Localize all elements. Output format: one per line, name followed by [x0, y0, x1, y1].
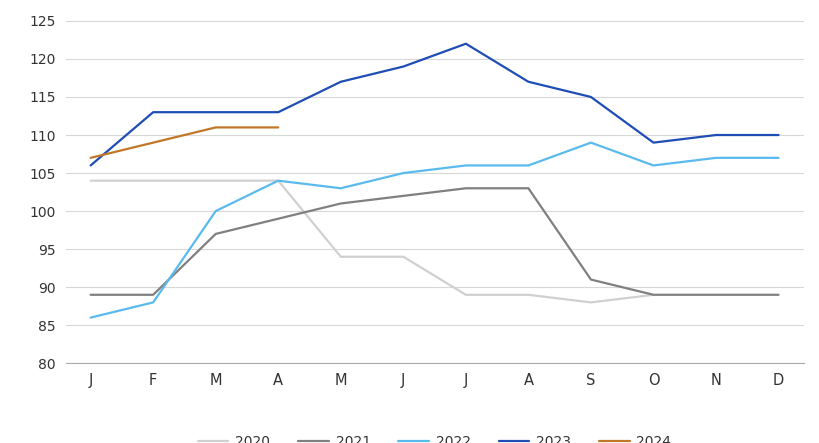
2022 [523, 163, 532, 168]
2022 [586, 140, 595, 145]
2021 [86, 292, 96, 297]
2020 [648, 292, 658, 297]
Line: 2021: 2021 [91, 188, 777, 295]
2021 [210, 231, 220, 237]
Line: 2023: 2023 [91, 44, 777, 165]
2021 [523, 186, 532, 191]
2023 [710, 132, 720, 138]
2023 [586, 94, 595, 100]
2023 [398, 64, 408, 69]
Line: 2024: 2024 [91, 128, 278, 158]
2022 [86, 315, 96, 320]
2020 [336, 254, 346, 260]
2023 [336, 79, 346, 85]
2023 [523, 79, 532, 85]
2022 [460, 163, 470, 168]
2020 [148, 178, 158, 183]
2022 [398, 171, 408, 176]
2023 [772, 132, 782, 138]
2021 [648, 292, 658, 297]
2020 [398, 254, 408, 260]
2020 [210, 178, 220, 183]
Line: 2020: 2020 [91, 181, 653, 303]
2022 [210, 209, 220, 214]
2023 [86, 163, 96, 168]
2023 [148, 109, 158, 115]
2021 [273, 216, 283, 222]
2021 [398, 193, 408, 198]
2023 [460, 41, 470, 47]
2020 [523, 292, 532, 297]
2023 [210, 109, 220, 115]
2024 [273, 125, 283, 130]
2020 [586, 300, 595, 305]
2024 [86, 155, 96, 160]
Line: 2022: 2022 [91, 143, 777, 318]
2022 [648, 163, 658, 168]
2022 [710, 155, 720, 160]
2021 [460, 186, 470, 191]
2021 [772, 292, 782, 297]
Legend: 2020, 2021, 2022, 2023, 2024: 2020, 2021, 2022, 2023, 2024 [192, 429, 676, 443]
2021 [586, 277, 595, 282]
2021 [710, 292, 720, 297]
2020 [460, 292, 470, 297]
2020 [86, 178, 96, 183]
2022 [772, 155, 782, 160]
2022 [148, 300, 158, 305]
2021 [336, 201, 346, 206]
2024 [210, 125, 220, 130]
2022 [273, 178, 283, 183]
2023 [273, 109, 283, 115]
2021 [148, 292, 158, 297]
2023 [648, 140, 658, 145]
2022 [336, 186, 346, 191]
2020 [273, 178, 283, 183]
2024 [148, 140, 158, 145]
